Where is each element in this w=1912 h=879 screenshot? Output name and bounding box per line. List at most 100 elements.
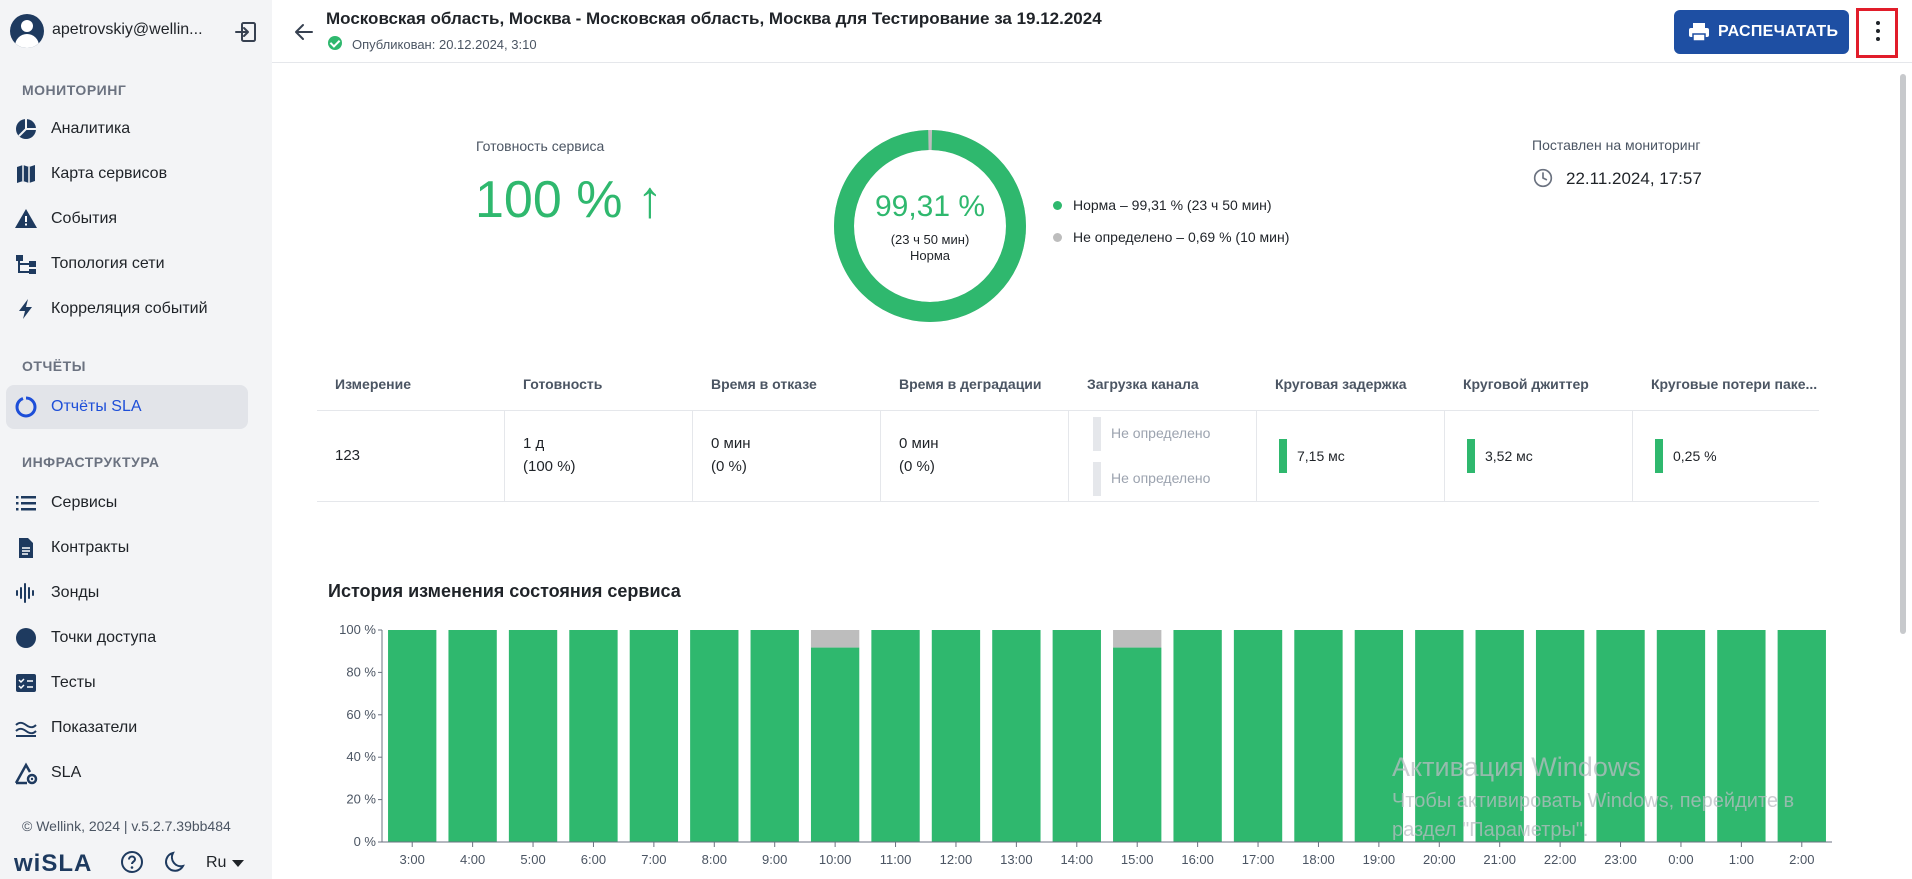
history-bar-segment[interactable] [388, 630, 437, 842]
printer-icon [1689, 23, 1709, 42]
donut-status: Норма [909, 248, 950, 263]
section-reports: ОТЧЁТЫ [22, 358, 86, 374]
sidebar-item-label: Топология сети [51, 255, 165, 272]
column-header[interactable]: Круговые потери паке... [1651, 376, 1818, 392]
sidebar-item-label: Сервисы [51, 494, 118, 511]
topology-icon [16, 255, 36, 274]
history-bar-segment[interactable] [690, 630, 739, 842]
x-tick-label: 17:00 [1242, 852, 1275, 867]
legend-norm-dot [1053, 201, 1062, 210]
history-bar-segment[interactable] [810, 630, 860, 648]
column-header[interactable]: Готовность [523, 376, 603, 392]
language-select[interactable]: Ru [206, 854, 227, 871]
history-bar-segment[interactable] [931, 630, 981, 842]
clock-icon [1533, 168, 1553, 188]
history-bar-segment[interactable] [508, 630, 558, 842]
monitoring-label: Поставлен на мониторинг [1532, 137, 1701, 153]
channel-load-bar [1093, 462, 1101, 496]
degradation-cell-pct: (0 %) [899, 458, 935, 475]
history-bar-segment[interactable] [810, 647, 860, 842]
logout-icon[interactable] [234, 20, 258, 44]
history-bar-segment[interactable] [992, 630, 1041, 842]
sidebar-item-label: Зонды [51, 584, 100, 601]
readiness-cell-pct: (100 %) [523, 458, 576, 475]
sidebar-item-sla-reports[interactable]: Отчёты SLA [6, 385, 248, 429]
history-bar-segment[interactable] [1415, 630, 1464, 842]
more-options-button[interactable] [1856, 8, 1898, 58]
chevron-down-icon[interactable] [232, 860, 244, 867]
print-button[interactable]: РАСПЕЧАТАТЬ [1674, 10, 1849, 54]
column-header[interactable]: Круговая задержка [1275, 376, 1407, 392]
x-tick-label: 9:00 [762, 852, 787, 867]
column-header[interactable]: Загрузка канала [1087, 376, 1199, 392]
downtime-cell: 0 мин [711, 435, 751, 452]
sidebar-item-tests[interactable]: Тесты [6, 661, 248, 705]
back-arrow-icon[interactable] [292, 20, 316, 44]
history-bar-segment[interactable] [1294, 630, 1343, 842]
history-bar-segment[interactable] [448, 630, 497, 842]
sidebar-item-probes[interactable]: Зонды [6, 571, 248, 615]
column-header[interactable]: Время в отказе [711, 376, 817, 392]
history-bar-segment[interactable] [1113, 630, 1162, 648]
column-header[interactable]: Время в деградации [899, 376, 1042, 392]
history-bar-segment[interactable] [1596, 630, 1645, 842]
help-icon[interactable] [120, 850, 144, 874]
sidebar-item-label: Аналитика [51, 120, 131, 137]
sidebar-item-analytics[interactable]: Аналитика [6, 107, 248, 151]
sidebar-item-metrics[interactable]: Показатели [6, 706, 248, 750]
x-tick-label: 6:00 [581, 852, 606, 867]
sidebar-item-label: Тесты [51, 674, 96, 691]
history-bar-segment[interactable] [1475, 630, 1524, 842]
table-row[interactable]: 123 1 д (100 %) 0 мин (0 %) 0 мин (0 %) … [317, 410, 1819, 502]
user-email[interactable]: apetrovskiy@wellin... [52, 21, 203, 38]
history-bar-segment[interactable] [1233, 630, 1283, 842]
readiness-value: 100 % ↑ [475, 171, 663, 229]
history-bar-segment[interactable] [1777, 630, 1826, 842]
pie-chart-icon [16, 119, 36, 139]
history-bar-segment[interactable] [569, 630, 618, 842]
sidebar-item-service-map[interactable]: Карта сервисов [6, 152, 248, 196]
metrics-icon [15, 721, 37, 737]
packet-loss-value: 0,25 % [1673, 448, 1717, 464]
history-bar-segment[interactable] [1173, 630, 1222, 842]
y-tick-label: 20 % [346, 792, 376, 807]
sidebar-item-label: Корреляция событий [51, 300, 208, 317]
scrollbar[interactable] [1900, 74, 1906, 634]
history-bar-segment[interactable] [1354, 630, 1404, 842]
history-bar-segment[interactable] [1113, 647, 1162, 842]
map-icon [17, 165, 35, 183]
sidebar-item-sla[interactable]: SLA [6, 751, 248, 795]
sidebar-footer: wiSLA Ru [0, 848, 272, 879]
sidebar-item-contracts[interactable]: Контракты [6, 526, 248, 570]
channel-load-bar [1093, 417, 1101, 451]
channel-load-value: Не определено [1111, 470, 1211, 486]
user-row[interactable]: apetrovskiy@wellin... [0, 0, 272, 62]
column-header[interactable]: Измерение [335, 376, 412, 392]
x-tick-label: 4:00 [460, 852, 485, 867]
section-monitoring: МОНИТОРИНГ [22, 82, 127, 98]
x-tick-label: 5:00 [520, 852, 545, 867]
cell-divider [692, 411, 693, 501]
sidebar-item-topology[interactable]: Топология сети [6, 242, 248, 286]
warning-icon [15, 209, 37, 228]
history-bar-segment[interactable] [1656, 630, 1706, 842]
history-bar-segment[interactable] [1535, 630, 1585, 842]
sidebar-item-label: Показатели [51, 719, 138, 736]
sidebar-item-events[interactable]: События [6, 197, 248, 241]
history-bar-segment[interactable] [1052, 630, 1101, 842]
moon-icon[interactable] [164, 850, 188, 874]
x-tick-label: 11:00 [880, 852, 912, 867]
jitter-value: 3,52 мс [1485, 448, 1533, 464]
history-bar-segment[interactable] [629, 630, 679, 842]
avatar-icon[interactable] [10, 14, 44, 48]
history-bar-segment[interactable] [750, 630, 799, 842]
sidebar-item-correlation[interactable]: Корреляция событий [6, 287, 248, 331]
sla-gear-icon [14, 762, 38, 785]
x-tick-label: 15:00 [1121, 852, 1154, 867]
column-header[interactable]: Круговой джиттер [1463, 376, 1589, 392]
history-bar-segment[interactable] [871, 630, 920, 842]
sidebar-item-services[interactable]: Сервисы [6, 481, 248, 525]
sidebar-item-access-points[interactable]: Точки доступа [6, 616, 248, 660]
history-bar-segment[interactable] [1717, 630, 1766, 842]
x-tick-label: 7:00 [641, 852, 666, 867]
